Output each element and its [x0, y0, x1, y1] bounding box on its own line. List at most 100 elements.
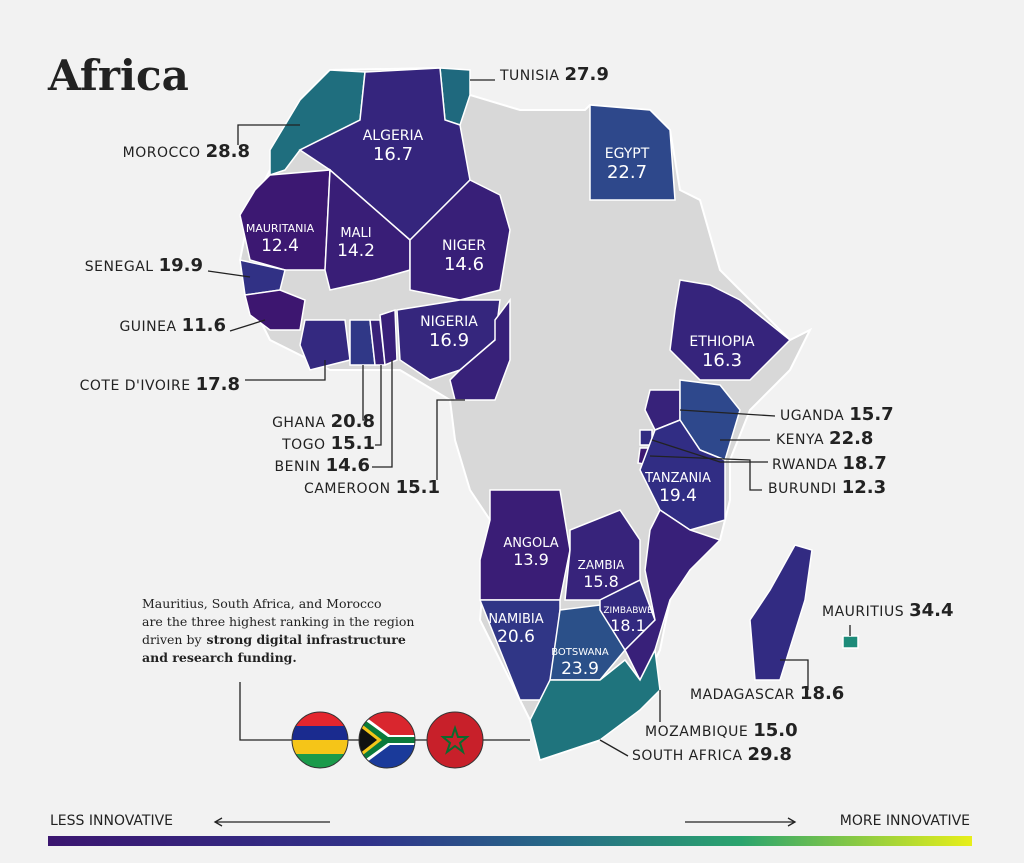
country-name: SOUTH AFRICA	[632, 748, 743, 764]
country-label: CAMEROON 15.1	[304, 477, 440, 498]
leader-line	[599, 739, 629, 757]
country-score: 22.7	[607, 162, 647, 183]
country-name: TOGO	[281, 437, 325, 453]
country-name: GUINEA	[119, 319, 176, 335]
country-label: GUINEA 11.6	[119, 315, 226, 336]
country-score: 20.6	[497, 627, 535, 647]
note-text: are the three highest ranking in the reg…	[142, 614, 414, 629]
country-score: 14.6	[444, 254, 484, 275]
country-name: GHANA	[272, 415, 326, 431]
country-name: RWANDA	[772, 457, 837, 473]
legend-gradient	[48, 836, 972, 846]
country-score: 18.1	[610, 616, 646, 635]
country-score: 15.1	[331, 433, 375, 454]
note-line: driven by strong digital infrastructure	[142, 632, 406, 647]
country-shape	[299, 319, 351, 371]
country-name: MAURITIUS	[822, 604, 904, 620]
flag-morocco	[426, 711, 484, 769]
country-name: TUNISIA	[499, 68, 560, 84]
country-score: 11.6	[182, 315, 226, 336]
country-score: 14.6	[326, 455, 370, 476]
country-score: 12.3	[842, 477, 886, 498]
country-shape	[379, 308, 398, 367]
country-score: 15.7	[849, 404, 893, 425]
leader-line	[679, 409, 776, 417]
country-shape	[549, 604, 626, 681]
country-score: 15.8	[583, 572, 619, 591]
country-name: ANGOLA	[503, 536, 558, 551]
country-label: COTE D'IVOIRE 17.8	[80, 374, 240, 395]
country-label: TUNISIA 27.9	[499, 64, 609, 85]
country-name: BENIN	[275, 459, 321, 475]
note-line: and research funding.	[142, 650, 297, 665]
country-label: GHANA 20.8	[272, 411, 375, 432]
leader-line	[245, 360, 326, 381]
country-score: 12.4	[261, 236, 299, 256]
note-line: are the three highest ranking in the reg…	[142, 614, 414, 629]
country-shape	[589, 104, 676, 201]
leader-line	[229, 319, 266, 332]
note: Mauritius, South Africa, and Morocco are …	[142, 596, 414, 665]
country-score: 16.3	[702, 350, 742, 371]
flag-south-africa	[358, 711, 416, 769]
note-bold: strong digital infrastructure	[207, 632, 406, 647]
country-name: MADAGASCAR	[690, 687, 795, 703]
country-name: EGYPT	[605, 146, 650, 162]
country-name: BOTSWANA	[551, 647, 609, 658]
country-label: SOUTH AFRICA 29.8	[632, 744, 792, 765]
country-score: 16.7	[373, 144, 413, 165]
country-shape	[639, 419, 726, 531]
leader-line	[651, 439, 768, 463]
leader-line	[207, 270, 251, 278]
country-name: UGANDA	[780, 408, 844, 424]
leader-line	[372, 360, 393, 468]
legend-arrowhead-right	[787, 817, 797, 827]
country-name: ZAMBIA	[578, 558, 626, 572]
country-shape	[409, 179, 511, 301]
country-label: BURUNDI 12.3	[768, 477, 886, 498]
country-name: MAURITANIA	[246, 222, 315, 235]
country-score: 28.8	[206, 141, 250, 162]
country-name: CAMEROON	[304, 481, 391, 497]
country-score: 23.9	[561, 659, 599, 679]
leader-line	[649, 455, 762, 491]
country-label: MAURITIUS 34.4	[822, 600, 954, 621]
country-score: 18.7	[842, 453, 886, 474]
country-score: 15.1	[396, 477, 440, 498]
country-score: 19.9	[159, 255, 203, 276]
country-label: TOGO 15.1	[281, 433, 375, 454]
country-score: 29.8	[748, 744, 792, 765]
country-shape	[669, 279, 792, 381]
legend-low: LESS INNOVATIVE	[50, 813, 173, 829]
country-name: MOROCCO	[123, 145, 201, 161]
leader-line	[362, 365, 370, 421]
country-name: TANZANIA	[644, 471, 711, 486]
leader-line	[237, 124, 300, 145]
country-score: 19.4	[659, 486, 697, 506]
country-name: ETHIOPIA	[689, 334, 755, 350]
note-line: Mauritius, South Africa, and Morocco	[142, 596, 382, 611]
legend-high: MORE INNOVATIVE	[840, 813, 970, 829]
country-name: KENYA	[776, 432, 824, 448]
countries	[239, 67, 859, 761]
country-name: SENEGAL	[85, 259, 154, 275]
country-name: COTE D'IVOIRE	[80, 378, 191, 394]
country-score: 13.9	[513, 550, 549, 569]
country-shape	[749, 544, 813, 681]
country-score: 20.8	[331, 411, 375, 432]
country-name: MALI	[340, 226, 371, 241]
note-text: Mauritius, South Africa, and Morocco	[142, 596, 382, 611]
country-name: MOZAMBIQUE	[645, 724, 748, 740]
country-label: UGANDA 15.7	[780, 404, 894, 425]
country-score: 17.8	[196, 374, 240, 395]
country-score: 34.4	[909, 600, 953, 621]
note-text: driven by	[142, 632, 202, 647]
country-label: RWANDA 18.7	[772, 453, 887, 474]
note-bold: and research funding.	[142, 650, 297, 665]
country-name: ZIMBABWE	[603, 606, 653, 616]
country-name: NIGERIA	[420, 314, 478, 330]
leader-line	[780, 659, 809, 690]
country-score: 27.9	[565, 64, 609, 85]
